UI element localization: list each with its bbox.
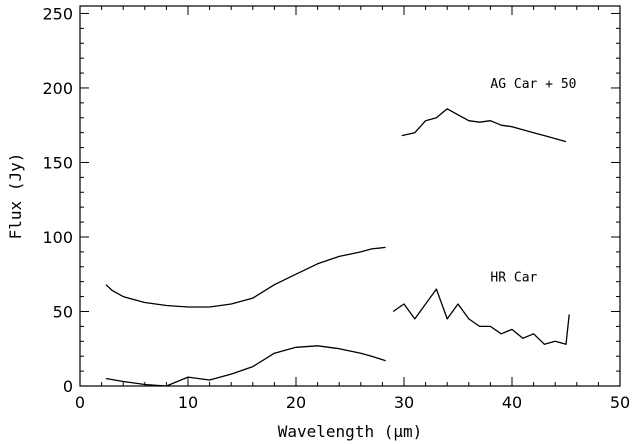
x-tick-label: 30 [394,393,414,412]
y-tick-label: 150 [42,153,73,172]
x-tick-label: 20 [286,393,306,412]
ticks-layer: 0 10 20 30 40 50 0 50 100 150 200 250 [42,4,630,412]
x-axis-title: Wavelength (μm) [278,422,423,441]
plot-frame [79,5,621,387]
spectrum-line-1 [105,246,386,308]
spectrum-line-4 [401,108,567,143]
y-tick-label: 0 [63,377,73,396]
annotation-label: AG Car + 50 [490,77,576,92]
spectrum-line-2 [105,345,386,387]
y-axis-title: Flux (Jy) [6,153,25,240]
annotation-label: HR Car [490,271,537,286]
spectrum-line-3 [392,288,570,345]
y-tick-label: 100 [42,228,73,247]
series-layer [105,108,570,387]
annotations-layer: AG Car + 50 HR Car [490,77,576,286]
y-tick-label: 200 [42,79,73,98]
y-tick-label: 250 [42,4,73,23]
x-tick-label: 40 [502,393,522,412]
x-tick-label: 50 [610,393,630,412]
y-tick-label: 50 [53,302,73,321]
x-tick-label: 0 [75,393,85,412]
x-tick-label: 10 [178,393,198,412]
